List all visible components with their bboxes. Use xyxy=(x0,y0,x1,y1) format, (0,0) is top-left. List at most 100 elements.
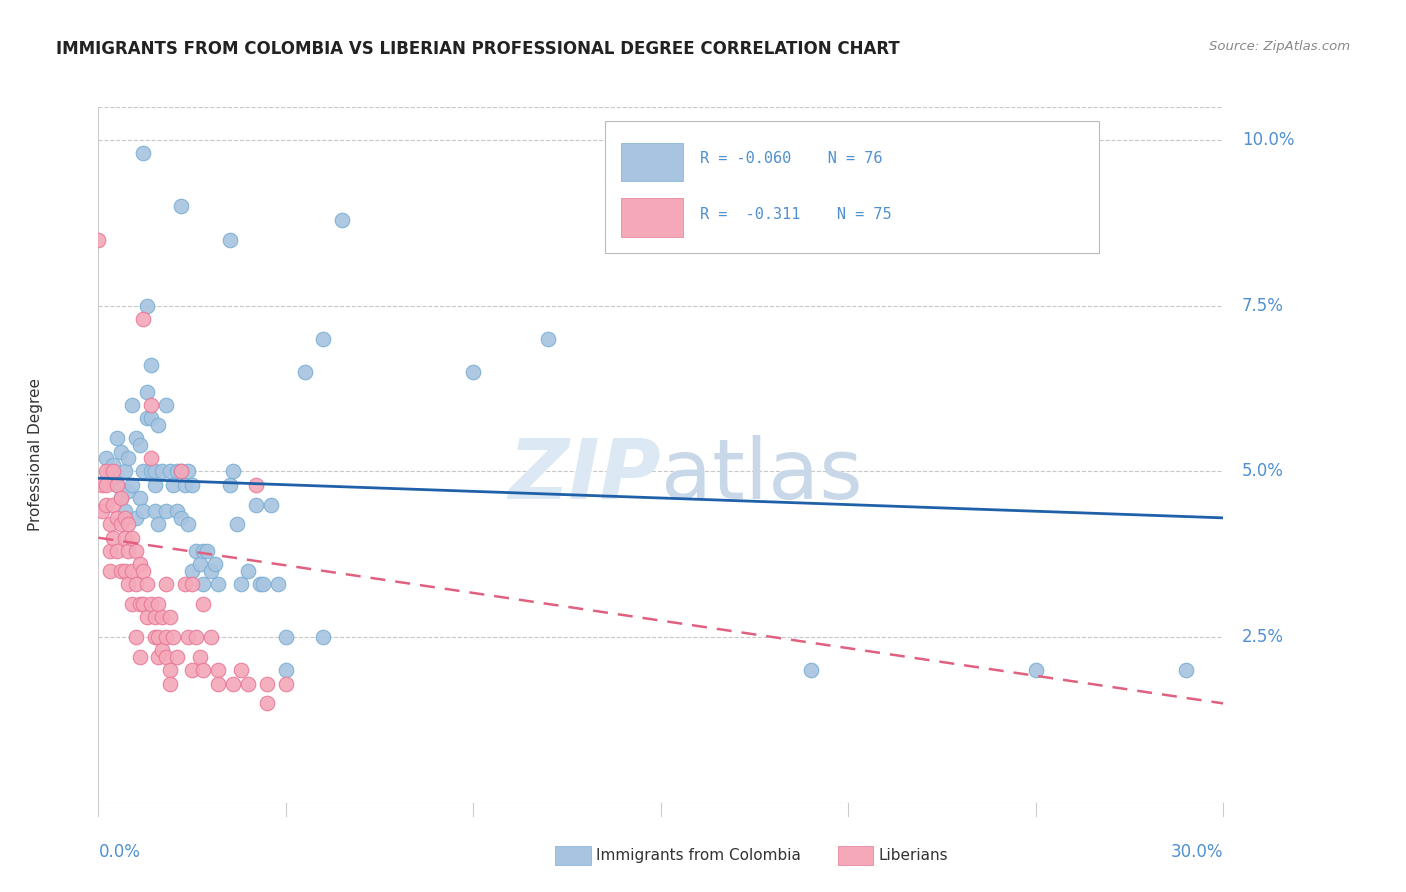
Point xyxy=(274,630,297,644)
Point xyxy=(155,577,177,591)
Point xyxy=(267,577,290,591)
Point xyxy=(103,531,125,545)
Point xyxy=(91,504,114,518)
Point xyxy=(136,384,159,399)
Point xyxy=(207,663,229,677)
Point xyxy=(110,491,132,505)
Text: IMMIGRANTS FROM COLOMBIA VS LIBERIAN PROFESSIONAL DEGREE CORRELATION CHART: IMMIGRANTS FROM COLOMBIA VS LIBERIAN PRO… xyxy=(56,40,900,58)
Point xyxy=(204,558,226,572)
Point xyxy=(114,531,136,545)
Point xyxy=(260,498,283,512)
Text: Source: ZipAtlas.com: Source: ZipAtlas.com xyxy=(1209,40,1350,54)
Text: ZIP: ZIP xyxy=(508,435,661,516)
Point xyxy=(274,663,297,677)
Point xyxy=(98,544,121,558)
Point xyxy=(139,597,162,611)
Point xyxy=(105,431,128,445)
Point xyxy=(128,491,150,505)
Point xyxy=(132,597,155,611)
Point xyxy=(136,299,159,313)
FancyBboxPatch shape xyxy=(621,198,683,236)
Point xyxy=(170,511,193,525)
Point xyxy=(139,465,162,479)
Point xyxy=(143,465,166,479)
Point xyxy=(128,650,150,665)
Point xyxy=(181,477,204,491)
Point xyxy=(128,438,150,452)
Point xyxy=(226,517,249,532)
Point xyxy=(121,564,143,578)
Point xyxy=(238,676,260,690)
Text: Professional Degree: Professional Degree xyxy=(28,378,42,532)
Point xyxy=(132,465,155,479)
Point xyxy=(150,610,173,624)
Point xyxy=(148,418,170,433)
Point xyxy=(114,511,136,525)
Point xyxy=(177,517,200,532)
Point xyxy=(136,577,159,591)
Point xyxy=(91,477,114,491)
Point xyxy=(114,465,136,479)
Point xyxy=(117,484,139,499)
Point xyxy=(103,471,125,485)
Point xyxy=(103,498,125,512)
Text: 0.0%: 0.0% xyxy=(98,843,141,861)
Point xyxy=(1025,663,1047,677)
Point xyxy=(274,676,297,690)
Point xyxy=(200,630,222,644)
Point xyxy=(98,517,121,532)
Point xyxy=(218,477,240,491)
Point xyxy=(114,504,136,518)
Point xyxy=(139,398,162,412)
Point xyxy=(166,465,188,479)
FancyBboxPatch shape xyxy=(621,143,683,181)
Point xyxy=(177,630,200,644)
Point xyxy=(121,531,143,545)
Point xyxy=(173,477,195,491)
Point xyxy=(132,146,155,161)
Point xyxy=(87,233,110,247)
Point xyxy=(94,477,117,491)
Point xyxy=(117,544,139,558)
Point xyxy=(188,650,211,665)
Point xyxy=(110,444,132,458)
Point xyxy=(132,504,155,518)
Point xyxy=(121,398,143,412)
Point xyxy=(159,676,181,690)
Point xyxy=(121,477,143,491)
Point xyxy=(173,577,195,591)
Point xyxy=(155,398,177,412)
Point xyxy=(143,610,166,624)
Point xyxy=(193,577,215,591)
Point xyxy=(143,630,166,644)
Point xyxy=(125,431,148,445)
Point xyxy=(148,517,170,532)
Point xyxy=(193,663,215,677)
Point xyxy=(177,465,200,479)
Point xyxy=(136,411,159,425)
Point xyxy=(222,465,245,479)
Point xyxy=(193,597,215,611)
Point xyxy=(155,504,177,518)
Point xyxy=(128,597,150,611)
Point xyxy=(312,332,335,346)
Point xyxy=(94,498,117,512)
Point xyxy=(159,465,181,479)
Point xyxy=(294,365,316,379)
Point xyxy=(150,465,173,479)
Point xyxy=(312,630,335,644)
Point xyxy=(159,610,181,624)
Point xyxy=(181,577,204,591)
Point xyxy=(330,212,353,227)
Point xyxy=(139,451,162,466)
Point xyxy=(537,332,560,346)
Point xyxy=(218,233,240,247)
Point xyxy=(166,504,188,518)
Text: 2.5%: 2.5% xyxy=(1241,628,1284,646)
Point xyxy=(136,610,159,624)
Point xyxy=(256,697,278,711)
Point xyxy=(150,643,173,657)
Point xyxy=(195,544,218,558)
Point xyxy=(105,477,128,491)
Point xyxy=(148,630,170,644)
